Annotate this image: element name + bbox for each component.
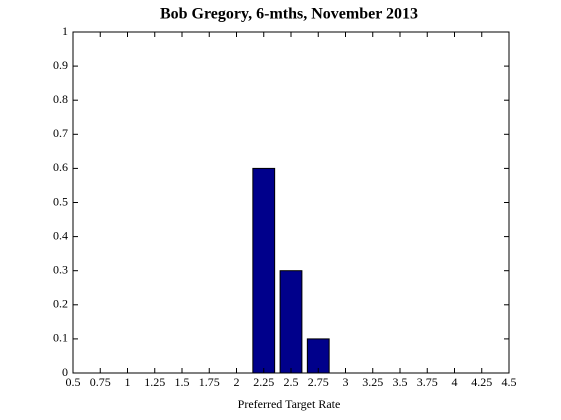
y-tick-label: 0.1 bbox=[53, 331, 68, 345]
x-axis-label: Preferred Target Rate bbox=[238, 397, 341, 411]
bar bbox=[306, 338, 330, 374]
y-tick-label: 0 bbox=[62, 365, 68, 379]
y-tick-label: 0.8 bbox=[53, 92, 68, 106]
x-tick-label: 1.5 bbox=[175, 375, 190, 389]
x-tick-label: 4 bbox=[452, 375, 458, 389]
y-tick-label: 0.6 bbox=[53, 160, 68, 174]
x-tick-label: 2.25 bbox=[253, 375, 274, 389]
x-tick-label: 3.25 bbox=[362, 375, 383, 389]
y-tick-label: 0.9 bbox=[53, 58, 68, 72]
x-tick-label: 2.75 bbox=[308, 375, 329, 389]
x-tick-label: 2 bbox=[234, 375, 240, 389]
y-tick-label: 0.4 bbox=[53, 228, 68, 242]
y-tick-label: 0.5 bbox=[53, 194, 68, 208]
x-tick-label: 2.5 bbox=[284, 375, 299, 389]
x-tick-label: 4.25 bbox=[471, 375, 492, 389]
x-tick-label: 3.75 bbox=[417, 375, 438, 389]
bar bbox=[279, 270, 303, 374]
y-tick-label: 0.2 bbox=[53, 297, 68, 311]
x-tick-label: 1.75 bbox=[199, 375, 220, 389]
x-tick-label: 3 bbox=[343, 375, 349, 389]
y-tick-label: 0.7 bbox=[53, 126, 68, 140]
bar bbox=[252, 167, 276, 374]
x-tick-label: 1.25 bbox=[144, 375, 165, 389]
x-tick-label: 0.75 bbox=[90, 375, 111, 389]
x-tick-label: 3.5 bbox=[393, 375, 408, 389]
y-tick-label: 1 bbox=[62, 24, 68, 38]
x-tick-label: 0.5 bbox=[66, 375, 81, 389]
x-tick-label: 4.5 bbox=[502, 375, 517, 389]
x-tick-label: 1 bbox=[125, 375, 131, 389]
chart-title: Bob Gregory, 6-mths, November 2013 bbox=[160, 6, 418, 23]
y-tick-label: 0.3 bbox=[53, 262, 68, 276]
